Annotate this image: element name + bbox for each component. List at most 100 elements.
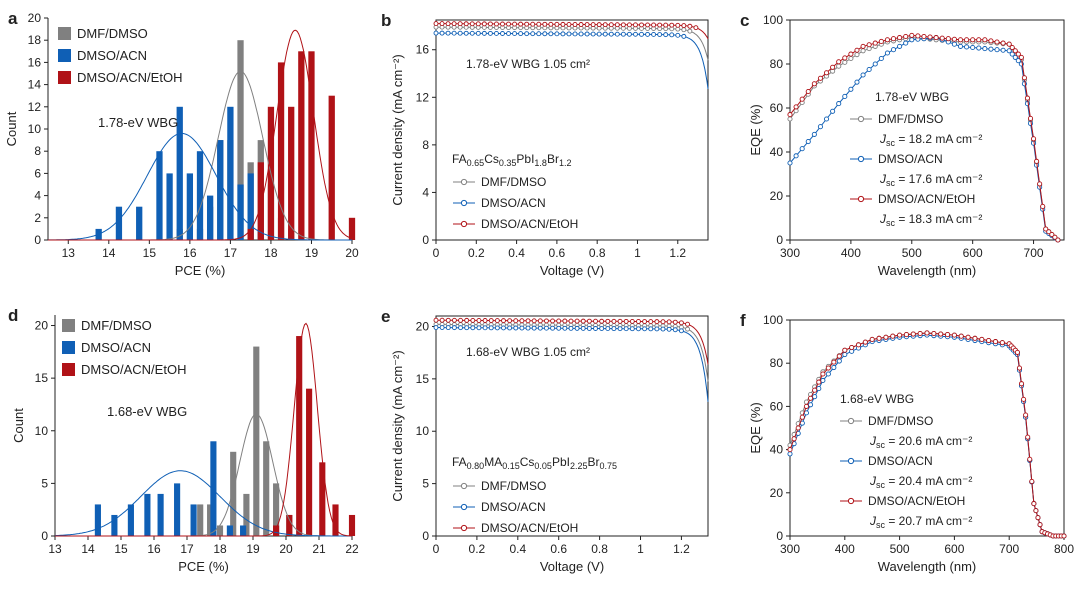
eqe-marker [897, 43, 903, 49]
jv-marker [458, 317, 463, 323]
eqe-marker [1049, 231, 1055, 238]
bar [207, 504, 214, 536]
eqe-marker [927, 34, 933, 40]
y-tick-label: 40 [770, 443, 784, 457]
eqe-marker [842, 347, 848, 353]
eqe-marker [1009, 44, 1015, 51]
jv-marker [457, 21, 463, 27]
jv-marker [433, 30, 439, 36]
eqe-marker [823, 116, 830, 122]
x-tick-label: 400 [835, 542, 855, 556]
jv-marker [586, 318, 592, 324]
bar [136, 206, 143, 240]
jv-marker [620, 31, 626, 37]
eqe-marker [1040, 203, 1046, 209]
eqe-marker [884, 37, 890, 43]
annotation: 1.68-eV WBG [840, 392, 914, 406]
eqe-marker [831, 364, 837, 371]
eqe-marker [872, 40, 878, 46]
y-tick-label: 60 [770, 101, 784, 115]
jv-marker [566, 21, 572, 27]
eqe-marker [799, 96, 805, 102]
bar [206, 195, 214, 240]
eqe-marker [976, 45, 982, 51]
eqe-marker [817, 124, 823, 130]
jv-marker [574, 318, 580, 324]
fit-curve [48, 132, 352, 241]
jv-marker [445, 21, 451, 27]
x-tick-label: 500 [890, 542, 910, 556]
jsc-value: Jsc = 18.2 mA cm⁻² [879, 132, 982, 148]
eqe-marker [1009, 51, 1015, 57]
jv-marker [433, 21, 439, 27]
x-tick-label: 17 [224, 246, 238, 260]
y-tick-label: 0 [776, 529, 783, 543]
eqe-marker [939, 35, 945, 41]
jv-marker [530, 21, 536, 27]
bar [176, 106, 183, 240]
jv-marker [678, 328, 684, 334]
eqe-marker [951, 36, 957, 42]
jv-line [436, 32, 709, 89]
jv-marker [678, 320, 684, 326]
jv-marker [651, 31, 657, 37]
legend-label: DMSO/ACN/EtOH [481, 217, 578, 231]
jv-marker [562, 318, 568, 324]
eqe-marker [869, 336, 875, 342]
eqe-marker [890, 47, 897, 53]
x-tick-label: 1 [637, 542, 644, 556]
legend-label: DMSO/ACN [878, 152, 943, 166]
x-tick-label: 800 [1054, 542, 1074, 556]
legend-label: DMF/DMSO [81, 318, 152, 333]
eqe-marker [825, 365, 831, 371]
legend-label: DMSO/ACN [481, 196, 546, 210]
eqe-marker [795, 425, 801, 431]
y-tick-label: 18 [28, 33, 42, 47]
eqe-marker [988, 38, 994, 44]
eqe-marker [876, 335, 882, 341]
legend-swatch [58, 27, 71, 40]
jv-marker [439, 325, 445, 331]
jv-marker [470, 325, 476, 331]
eqe-marker [860, 48, 866, 54]
eqe-marker [820, 377, 826, 384]
jv-marker [488, 325, 494, 331]
eqe-marker [883, 334, 889, 340]
y-tick-label: 80 [770, 57, 784, 71]
x-tick-label: 20 [279, 542, 293, 556]
legend-marker [460, 482, 468, 490]
eqe-marker [787, 116, 793, 122]
jv-marker [548, 21, 554, 27]
y-tick-label: 5 [422, 477, 429, 491]
jv-marker [584, 22, 590, 27]
eqe-marker [1021, 396, 1027, 402]
jv-marker [568, 325, 574, 331]
eqe-marker [909, 32, 915, 38]
x-tick-label: 0.8 [591, 542, 608, 556]
eqe-marker [1029, 478, 1035, 485]
jv-marker [672, 319, 678, 325]
jv-marker [693, 25, 699, 31]
eqe-marker [938, 331, 944, 337]
y-tick-label: 5 [41, 476, 48, 490]
jv-marker [464, 325, 470, 331]
eqe-marker [982, 46, 988, 52]
eqe-marker [855, 342, 862, 348]
jv-marker [611, 326, 617, 332]
fit-curve [54, 470, 352, 537]
legend-label: DMSO/ACN/EtOH [481, 521, 578, 535]
jv-marker [513, 318, 519, 324]
eqe-marker [982, 37, 988, 43]
eqe-marker [787, 112, 793, 118]
eqe-marker [854, 79, 860, 85]
bar [94, 504, 101, 536]
jv-marker [550, 318, 556, 324]
jv-marker [463, 21, 469, 27]
jv-marker [518, 21, 524, 27]
eqe-marker [831, 359, 837, 365]
x-tick-label: 14 [81, 542, 95, 556]
eqe-marker [957, 37, 964, 43]
x-tick-label: 0.4 [508, 246, 525, 260]
jv-marker [645, 31, 651, 37]
eqe-marker [1024, 95, 1031, 101]
